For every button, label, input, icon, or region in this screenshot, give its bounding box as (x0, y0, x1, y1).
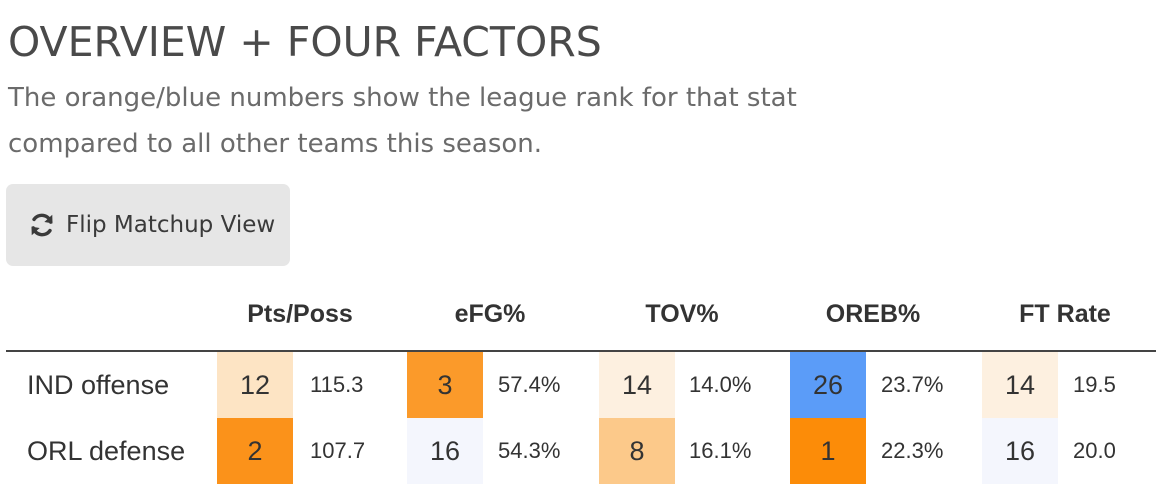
refresh-icon (28, 211, 56, 239)
column-header-tov: TOV% (645, 300, 719, 328)
rank-badge: 12 (217, 352, 293, 418)
column-header-efg: eFG% (454, 300, 526, 328)
stat-value: 14.0% (689, 372, 752, 397)
stat-value: 107.7 (310, 438, 366, 463)
stat-value: 19.5 (1073, 372, 1116, 397)
rank-badge: 1 (790, 418, 866, 484)
table-header-row: Pts/Poss eFG% TOV% OREB% FT Rate (6, 290, 1156, 352)
rank-badge: 26 (790, 352, 866, 418)
flip-matchup-button[interactable]: Flip Matchup View (6, 184, 290, 266)
row-label: IND offense (27, 370, 170, 400)
rank-badge: 8 (599, 418, 675, 484)
column-header-ft-rate: FT Rate (1019, 300, 1111, 328)
stat-value: 23.7% (881, 372, 944, 397)
section-subtitle: The orange/blue numbers show the league … (8, 83, 797, 159)
column-header-pts-poss: Pts/Poss (247, 300, 353, 328)
stat-value: 57.4% (498, 372, 561, 397)
table-row-defense: ORL defense 2 107.7 16 54.3% 8 16.1% 1 2… (6, 418, 1156, 484)
stat-value: 54.3% (498, 438, 561, 463)
section-title: OVERVIEW + FOUR FACTORS (8, 18, 602, 66)
column-header-oreb: OREB% (825, 300, 921, 328)
rank-badge: 14 (982, 352, 1058, 418)
stat-value: 22.3% (881, 438, 944, 463)
flip-matchup-label: Flip Matchup View (66, 212, 276, 238)
rank-badge: 3 (407, 352, 483, 418)
rank-badge: 16 (407, 418, 483, 484)
rank-badge: 16 (982, 418, 1058, 484)
four-factors-table: Pts/Poss eFG% TOV% OREB% FT Rate IND off… (6, 290, 1156, 484)
stat-value: 115.3 (310, 372, 364, 397)
rank-badge: 14 (599, 352, 675, 418)
row-label: ORL defense (27, 436, 186, 466)
rank-badge: 2 (217, 418, 293, 484)
stat-value: 16.1% (689, 438, 752, 463)
stat-value: 20.0 (1073, 438, 1116, 463)
table-row-offense: IND offense 12 115.3 3 57.4% 14 14.0% 26… (6, 352, 1156, 418)
